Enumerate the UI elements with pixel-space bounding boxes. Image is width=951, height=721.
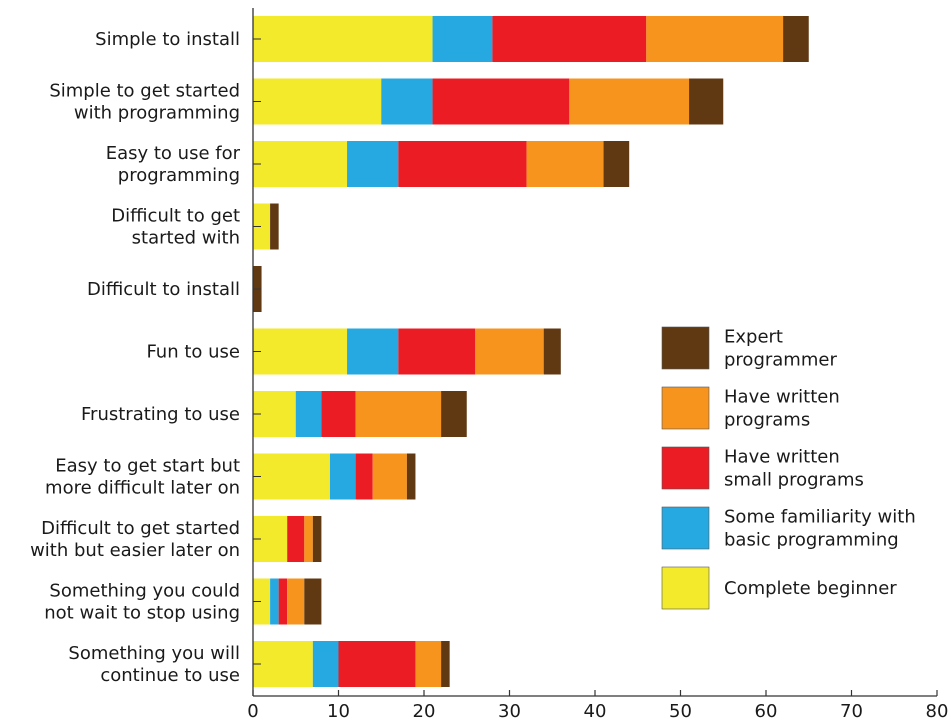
- bars-group: [253, 16, 809, 687]
- bar-segment: [406, 453, 416, 500]
- bar-segment: [492, 16, 647, 62]
- bar-segment: [321, 391, 356, 437]
- bar-segment: [253, 328, 348, 375]
- bar-segment: [253, 16, 433, 62]
- bar-segment: [304, 516, 313, 562]
- bar-segment: [355, 453, 373, 500]
- bar-segment: [312, 516, 322, 562]
- bar-segment: [253, 578, 271, 625]
- bar-segment: [253, 641, 313, 687]
- bar-segment: [304, 578, 322, 625]
- legend-swatch: [661, 446, 710, 490]
- axes-group: 0 10 20 30 40 50 60 70 80: [247, 8, 948, 721]
- bar-segment: [689, 78, 724, 125]
- bar-segment: [329, 453, 356, 500]
- legend-label: Have written small programs: [724, 447, 864, 491]
- x-tick-label: 60: [755, 701, 778, 721]
- bar-segment: [441, 391, 467, 437]
- bar-segment: [398, 141, 527, 187]
- bar-segment: [347, 141, 399, 187]
- category-label: Something you could not wait to stop usin…: [44, 581, 240, 624]
- bar-segment: [372, 453, 407, 500]
- bar-segment: [381, 78, 433, 125]
- bar-segment: [475, 328, 544, 375]
- category-label: Difficult to get started with: [111, 206, 240, 249]
- x-tick-label: 20: [413, 701, 436, 721]
- bar-segment: [432, 16, 493, 62]
- category-label: Easy to get start but more difficult late…: [45, 456, 240, 499]
- category-label: Simple to get started with programming: [49, 81, 240, 124]
- bar-segment: [270, 203, 279, 250]
- bar-segment: [398, 328, 476, 375]
- x-tick-label: 30: [498, 701, 521, 721]
- legend-label: Expert programmer: [724, 327, 837, 371]
- category-label: Difficult to install: [87, 279, 240, 300]
- bar-segment: [287, 578, 305, 625]
- legend-label: Complete beginner: [724, 578, 897, 599]
- legend-swatch: [661, 506, 710, 550]
- bar-segment: [295, 391, 322, 437]
- legend-label: Have written programs: [724, 387, 840, 431]
- bar-segment: [253, 78, 382, 125]
- x-tick-label: 80: [926, 701, 949, 721]
- bar-segment: [355, 391, 442, 437]
- bar-segment: [415, 641, 442, 687]
- bar-segment: [312, 641, 339, 687]
- category-label: Something you will continue to use: [68, 643, 240, 686]
- bar-segment: [543, 328, 561, 375]
- bar-segment: [278, 578, 288, 625]
- legend: Expert programmer Have written programs Have…: [661, 326, 916, 610]
- category-label: Simple to install: [95, 29, 240, 50]
- x-tick-label: 50: [669, 701, 692, 721]
- bar-segment: [569, 78, 690, 125]
- category-label: Frustrating to use: [81, 404, 240, 425]
- category-label: Difficult to get started with but easier …: [30, 518, 240, 561]
- legend-label: Some familiarity with basic programming: [724, 507, 916, 551]
- bar-segment: [270, 578, 279, 625]
- bar-segment: [253, 453, 330, 500]
- x-tick-label: 10: [327, 701, 350, 721]
- bar-segment: [783, 16, 809, 62]
- bar-segment: [526, 141, 604, 187]
- bar-segment: [347, 328, 399, 375]
- category-label: Easy to use for programming: [106, 143, 241, 186]
- category-labels: Simple to install Simple to get started wi…: [30, 29, 241, 686]
- bar-segment: [432, 78, 570, 125]
- legend-swatch: [661, 566, 710, 610]
- bar-segment: [646, 16, 784, 62]
- legend-swatch: [661, 386, 710, 430]
- bar-segment: [287, 516, 305, 562]
- bar-segment: [253, 203, 271, 250]
- x-tick-label: 70: [840, 701, 863, 721]
- x-tick-label: 0: [247, 701, 258, 721]
- legend-swatch: [661, 326, 710, 370]
- bar-segment: [338, 641, 416, 687]
- x-tick-label: 40: [584, 701, 607, 721]
- category-label: Fun to use: [146, 342, 240, 363]
- bar-segment: [603, 141, 630, 187]
- bar-segment: [253, 141, 348, 187]
- bar-segment: [441, 641, 450, 687]
